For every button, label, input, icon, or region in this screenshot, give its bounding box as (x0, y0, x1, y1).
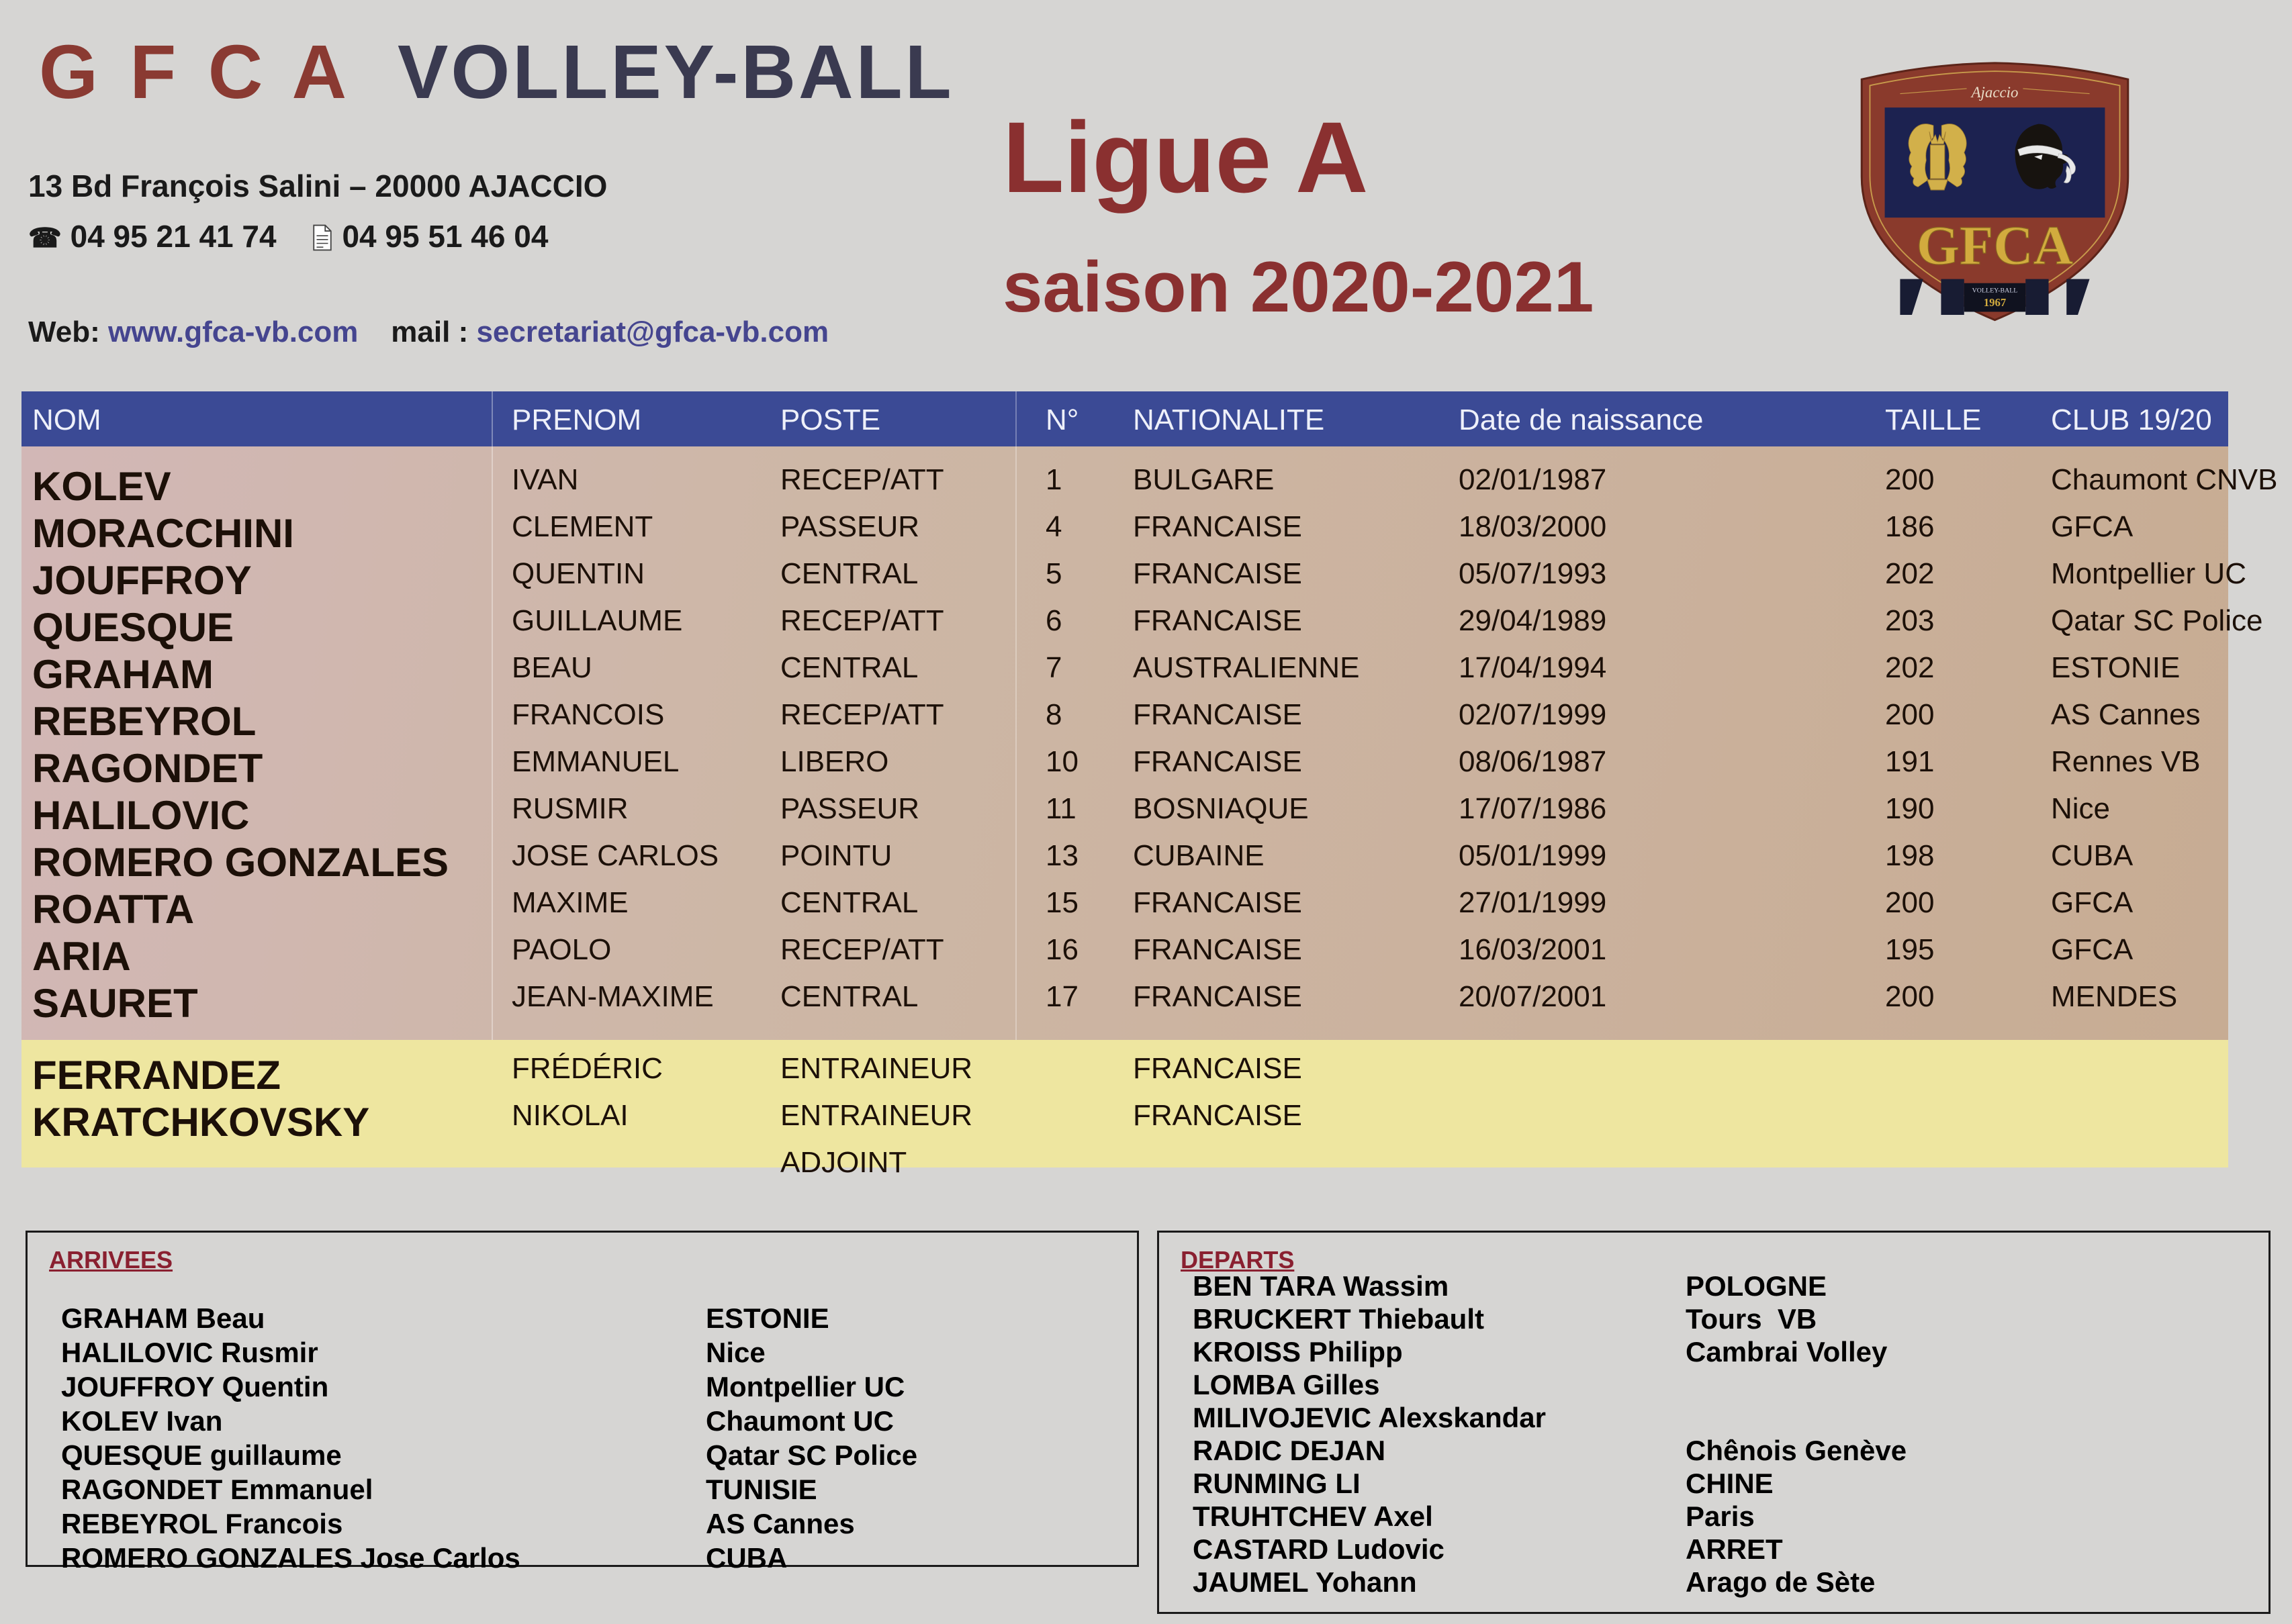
svg-text:VOLLEY-BALL: VOLLEY-BALL (1972, 287, 2018, 294)
svg-text:Ajaccio: Ajaccio (1970, 84, 2019, 101)
svg-text:GFCA: GFCA (1917, 215, 2073, 276)
svg-text:1967: 1967 (1984, 296, 2007, 309)
